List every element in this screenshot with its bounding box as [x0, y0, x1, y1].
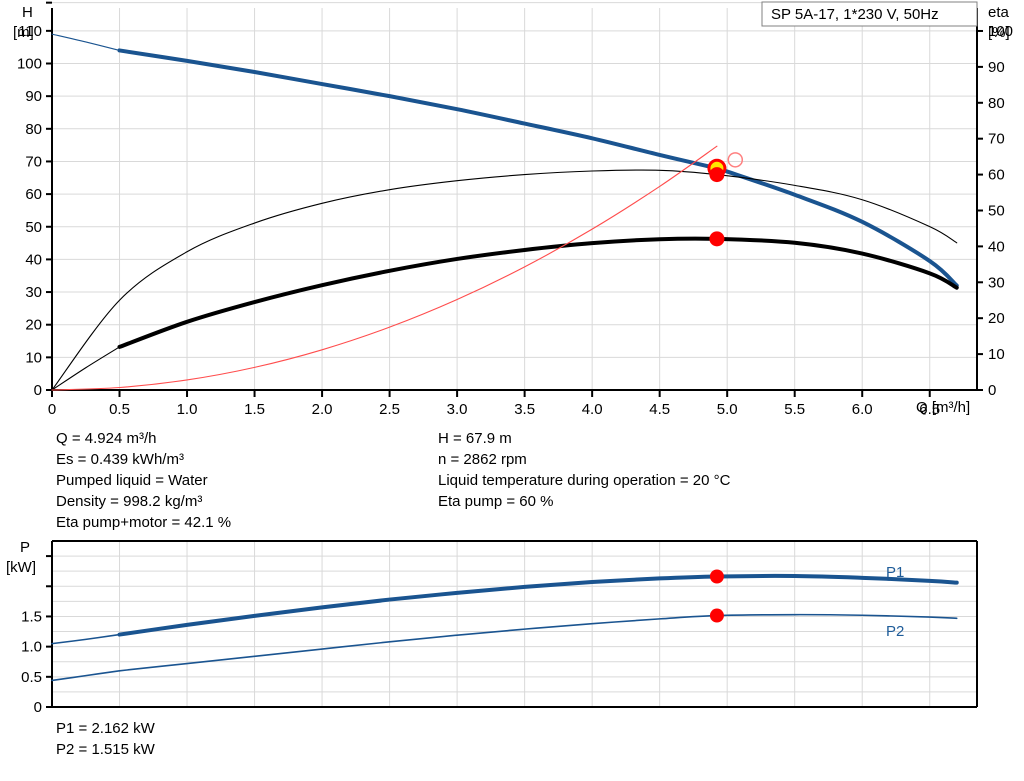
duty-point-eta-pump-motor-marker [709, 231, 725, 247]
y-right-tick-4: 40 [988, 238, 1005, 255]
y-left-tick-1: 10 [25, 349, 42, 366]
y-left-tick-8: 80 [25, 121, 42, 138]
main-chart-curves [51, 33, 959, 391]
y-right-tick-1: 10 [988, 346, 1005, 363]
info-block-power: P1 = 2.162 kW P2 = 1.515 kW [56, 718, 155, 760]
x-tick-11: 5.5 [784, 401, 805, 418]
x-tick-12: 6.0 [852, 401, 873, 418]
power-y-tick-3: 1.5 [21, 608, 42, 625]
y-left-tick-0: 0 [34, 382, 42, 399]
y-right-tick-0: 0 [988, 382, 996, 399]
y-left-tick-3: 30 [25, 284, 42, 301]
power-curve-1 [51, 633, 121, 645]
y-left-tick-11: 110 [18, 23, 42, 40]
x-tick-3: 1.5 [244, 401, 265, 418]
main-chart-grid [52, 2, 977, 391]
power-chart-markers [709, 569, 724, 623]
power-y-tick-1: 0.5 [21, 669, 42, 686]
y-right-tick-6: 60 [988, 167, 1005, 184]
y-right-tick-10: 100 [988, 23, 1013, 40]
power-chart-curves [51, 573, 959, 682]
power-y-tick-2: 1.0 [21, 639, 42, 656]
y-axis-right-title-line1: eta [988, 4, 1010, 21]
x-tick-5: 2.5 [379, 401, 400, 418]
x-axis-title: Q [m³/h] [916, 399, 970, 416]
curve-0 [117, 48, 959, 288]
info-power-line-1: P2 = 1.515 kW [56, 741, 155, 758]
duty-point-p2-marker [709, 608, 724, 623]
power-curve-2 [118, 613, 958, 672]
x-tick-1: 0.5 [109, 401, 130, 418]
main-chart-ticklabels: 0 10 20 30 40 50 60 70 80 90 100 110 0 10 20 30 40 50 60 70… [17, 23, 1013, 418]
y-left-tick-10: 100 [17, 56, 42, 73]
x-tick-7: 3.5 [514, 401, 535, 418]
power-y-axis-title-line2: [kW] [6, 559, 36, 576]
y-right-tick-9: 90 [988, 59, 1005, 76]
power-chart: 0 0.5 1.0 1.5 P [kW] P1 P2 [6, 539, 978, 715]
info-right-line-1: n = 2862 rpm [438, 451, 527, 468]
x-tick-2: 1.0 [177, 401, 198, 418]
duty-point-head-alt-marker [727, 152, 744, 168]
curve-5 [51, 145, 718, 391]
series-label-p2: P2 [886, 623, 904, 640]
curve-4 [51, 346, 121, 391]
main-chart-markers [707, 152, 744, 247]
y-left-tick-9: 90 [25, 88, 42, 105]
info-block-right: H = 67.9 m n = 2862 rpm Liquid temperatu… [438, 428, 730, 512]
power-curve-0 [117, 573, 959, 637]
main-performance-chart: 0 10 20 30 40 50 60 70 80 90 100 110 0 10 20 30 40 50 60 70… [13, 1, 1013, 418]
y-right-tick-3: 30 [988, 274, 1005, 291]
chart-title-box: SP 5A-17, 1*230 V, 50Hz [761, 1, 978, 27]
power-y-axis-title-line1: P [20, 539, 30, 556]
y-left-tick-7: 70 [25, 153, 42, 170]
y-right-tick-8: 80 [988, 95, 1005, 112]
curve-3 [117, 236, 959, 349]
curve-2 [51, 169, 958, 391]
y-left-tick-5: 50 [25, 219, 42, 236]
chart-title-text: SP 5A-17, 1*230 V, 50Hz [771, 6, 939, 23]
y-right-tick-2: 20 [988, 310, 1005, 327]
x-tick-9: 4.5 [649, 401, 670, 418]
power-curve-3 [51, 669, 121, 682]
info-right-line-0: H = 67.9 m [438, 430, 512, 447]
power-chart-axes [46, 540, 978, 708]
info-left-line-2: Pumped liquid = Water [56, 472, 208, 489]
info-right-line-2: Liquid temperature during operation = 20… [438, 472, 731, 489]
y-right-tick-7: 70 [988, 131, 1005, 148]
y-axis-left-title-line1: H [22, 4, 33, 21]
x-tick-0: 0 [48, 401, 56, 418]
series-label-p1: P1 [886, 564, 904, 581]
curve-1 [51, 33, 121, 51]
x-tick-13: 6.5 [919, 401, 940, 418]
y-axis-right-title-line2: [%] [988, 24, 1010, 41]
y-left-tick-4: 40 [25, 251, 42, 268]
x-tick-6: 3.0 [447, 401, 468, 418]
info-left-line-0: Q = 4.924 m³/h [56, 430, 157, 447]
info-power-line-0: P1 = 2.162 kW [56, 720, 155, 737]
power-chart-ticklabels: 0 0.5 1.0 1.5 [21, 608, 42, 715]
power-y-tick-0: 0 [34, 699, 42, 715]
info-left-line-4: Eta pump+motor = 42.1 % [56, 514, 232, 531]
info-left-line-3: Density = 998.2 kg/m³ [56, 493, 203, 510]
duty-point-eta-pump-marker [709, 167, 725, 183]
y-left-tick-2: 20 [25, 317, 42, 334]
main-chart-axes [46, 1, 983, 397]
x-tick-10: 5.0 [717, 401, 738, 418]
y-axis-left-title-line2: [m] [13, 24, 34, 41]
duty-point-p1-marker [709, 569, 724, 584]
y-right-tick-5: 50 [988, 202, 1005, 219]
info-left-line-1: Es = 0.439 kWh/m³ [56, 451, 184, 468]
info-block-left: Q = 4.924 m³/h Es = 0.439 kWh/m³ Pumped … [56, 428, 231, 533]
info-right-line-3: Eta pump = 60 % [438, 493, 554, 510]
y-left-tick-6: 60 [25, 186, 42, 203]
x-tick-4: 2.0 [312, 401, 333, 418]
x-tick-8: 4.0 [582, 401, 603, 418]
